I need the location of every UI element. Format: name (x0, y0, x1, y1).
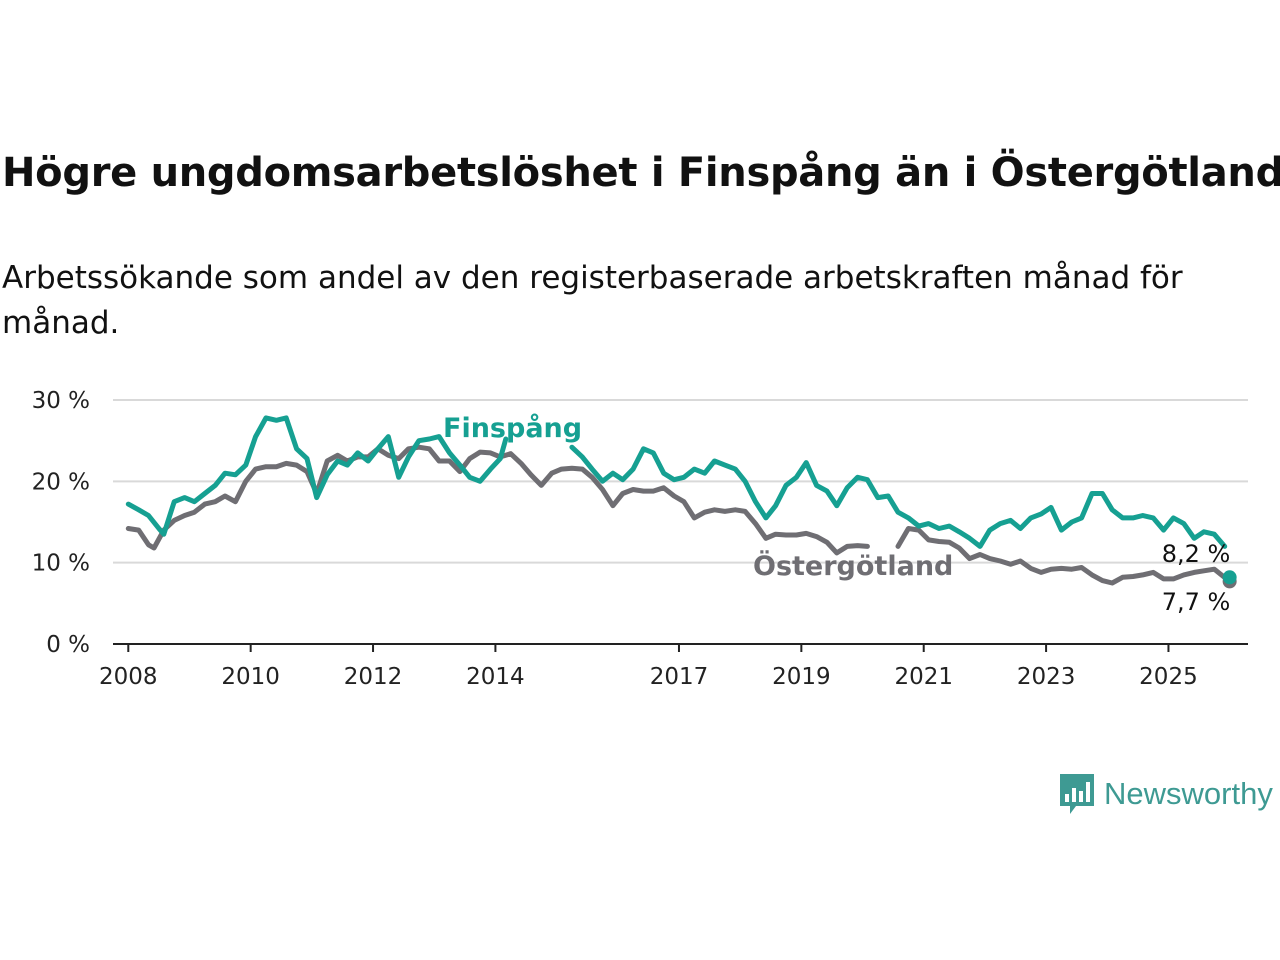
y-tick-label: 0 % (46, 632, 90, 658)
series-line--sterg-tland (125, 444, 870, 556)
line-chart: 0 % 10 % 20 % 30 % 2008 2010 2012 2014 2017 2019… (32, 388, 1248, 690)
brand-name: Newsworthy (1104, 776, 1273, 811)
series-line-finsp-ng (125, 415, 509, 537)
x-tick-label: 2008 (99, 664, 158, 690)
x-tick-label: 2014 (466, 664, 525, 690)
series-line--sterg-tland-2 (895, 526, 1233, 586)
newsworthy-logo: Newsworthy (1058, 772, 1273, 816)
x-axis: 2008 2010 2012 2014 2017 2019 2021 2023 2025 (99, 643, 1248, 690)
end-point-finspang (1222, 570, 1237, 585)
end-value-ostergotland: 7,7 % (1162, 588, 1231, 616)
series-labels: Finspång Östergötland 8,2 % 7,7 % (443, 412, 1237, 616)
x-tick-label: 2021 (894, 664, 953, 690)
y-axis: 0 % 10 % 20 % 30 % (32, 388, 90, 658)
x-tick: 2017 (650, 644, 709, 690)
x-tick-label: 2019 (772, 664, 831, 690)
x-tick-label: 2010 (221, 664, 280, 690)
series-line-finsp-ng-2 (569, 444, 1228, 549)
grid-lines (113, 399, 1248, 564)
bar-chart-speech-bubble-icon (1060, 774, 1094, 814)
x-tick: 2012 (344, 644, 403, 690)
x-tick: 2019 (772, 644, 831, 690)
y-tick-label: 20 % (32, 469, 90, 495)
x-tick: 2010 (221, 644, 280, 690)
x-tick-label: 2017 (650, 664, 709, 690)
x-tick: 2023 (1017, 644, 1076, 690)
end-value-finspang: 8,2 % (1162, 540, 1231, 568)
y-tick-label: 30 % (32, 388, 90, 414)
chart-subtitle: Arbetssökande som andel av den registerb… (2, 260, 1183, 341)
x-tick-label: 2025 (1139, 664, 1198, 690)
x-tick: 2021 (894, 644, 953, 690)
series-lines (125, 415, 1233, 586)
x-tick-label: 2023 (1017, 664, 1076, 690)
series-label-ostergotland: Östergötland (753, 549, 953, 582)
series-label-finspang: Finspång (443, 412, 582, 444)
x-tick: 2008 (99, 644, 158, 690)
y-tick-label: 10 % (32, 551, 90, 577)
x-tick: 2014 (466, 644, 525, 690)
x-tick: 2025 (1139, 644, 1198, 690)
chart-title: Högre ungdomsarbetslöshet i Finspång än … (2, 150, 1280, 196)
x-tick-label: 2012 (344, 664, 403, 690)
